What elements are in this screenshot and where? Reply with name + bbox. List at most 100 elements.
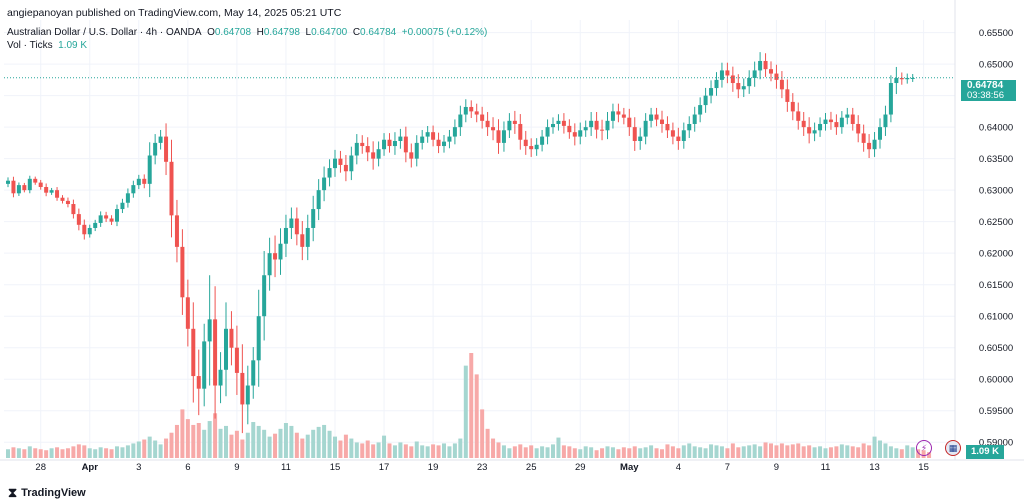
volume-bar — [823, 448, 828, 458]
volume-bar — [229, 434, 234, 458]
volume-bar — [120, 447, 125, 458]
volume-bar — [387, 443, 392, 458]
y-tick-label: 0.65000 — [979, 60, 1013, 71]
volume-bar — [442, 443, 446, 458]
candle-body — [545, 127, 550, 137]
volume-bar — [267, 436, 272, 458]
volume-bar — [365, 440, 370, 458]
candle-body — [621, 114, 626, 118]
volume-bar — [523, 447, 528, 458]
volume-bar — [382, 435, 387, 458]
candle-body — [774, 73, 779, 80]
candle-body — [681, 130, 686, 142]
volume-bar — [572, 448, 577, 458]
volume-bar — [76, 444, 81, 458]
candle-body — [403, 136, 408, 153]
candle-body — [730, 75, 735, 84]
volume-bar — [44, 450, 49, 458]
candle-body — [142, 178, 147, 184]
volume-bar — [785, 445, 790, 458]
x-tick-label: 11 — [281, 462, 291, 473]
candle-body — [294, 218, 299, 235]
volume-bar — [660, 449, 664, 458]
volume-bar — [758, 446, 763, 458]
candle-body — [191, 328, 196, 377]
volume-bar — [861, 443, 866, 458]
volume-bar — [169, 432, 174, 458]
volume-bar — [583, 446, 588, 458]
volume-bar — [327, 430, 332, 458]
volume-bar — [474, 374, 479, 458]
candle-body — [447, 136, 452, 142]
volume-bar — [425, 446, 430, 458]
candle-body — [278, 243, 283, 260]
candle-body — [703, 95, 708, 106]
volume-bar — [6, 449, 10, 458]
candle-body — [44, 187, 49, 193]
candle-body — [878, 127, 882, 140]
candle-body — [354, 142, 359, 156]
candle-body — [747, 77, 752, 87]
candle-body — [883, 114, 888, 128]
candle-body — [240, 372, 245, 405]
lightning-event-icon[interactable]: ⚡ — [916, 440, 932, 456]
candle-body — [164, 136, 169, 162]
bar-countdown: 03:38:56 — [967, 90, 1004, 101]
candle-body — [801, 120, 806, 128]
candle-body — [202, 341, 207, 389]
volume-bar — [769, 443, 773, 458]
volume-bar — [888, 446, 893, 458]
x-tick-label: 13 — [869, 462, 880, 473]
volume-bar — [654, 448, 659, 458]
volume-bar — [600, 448, 605, 458]
candle-body — [736, 83, 741, 90]
volume-bar — [283, 423, 288, 458]
candle-body — [452, 127, 457, 137]
x-tick-label: 19 — [428, 462, 439, 473]
volume-bar — [605, 446, 610, 458]
volume-bar — [136, 441, 141, 458]
tradingview-logo[interactable]: ⧗ TradingView — [8, 485, 86, 501]
volume-bar — [245, 432, 250, 458]
candle-body — [796, 111, 801, 121]
us-flag-event-icon[interactable]: ▦ — [945, 440, 961, 456]
candle-body — [196, 376, 201, 389]
x-tick-label: 25 — [526, 462, 537, 473]
low-value: 0.64700 — [311, 27, 348, 38]
volume-bar — [403, 444, 408, 458]
volume-bar — [545, 447, 550, 458]
candle-body — [27, 178, 32, 191]
candle-body — [785, 89, 790, 102]
volume-bar — [779, 443, 784, 458]
candle-body — [839, 117, 844, 128]
volume-bar — [556, 437, 561, 458]
candle-body — [714, 79, 719, 89]
volume-bar — [142, 439, 147, 458]
candle-body — [311, 209, 316, 228]
candle-body — [894, 77, 899, 84]
volume-bar — [300, 438, 305, 458]
candle-body — [33, 178, 38, 183]
candle-body — [392, 141, 397, 147]
volume-bar — [311, 429, 316, 458]
x-tick-label: 9 — [774, 462, 779, 473]
candle-body — [758, 60, 763, 71]
candle-body — [512, 120, 517, 124]
volume-bar — [256, 425, 261, 458]
volume-bar — [420, 445, 425, 458]
x-tick-label: 7 — [725, 462, 730, 473]
candle-body — [638, 136, 643, 142]
candle-body — [605, 120, 610, 131]
volume-bar — [905, 445, 910, 458]
candle-body — [224, 328, 228, 370]
candle-body — [349, 155, 354, 172]
volume-bar — [49, 448, 54, 458]
candle-body — [709, 88, 714, 96]
candle-body — [420, 136, 425, 143]
volume-bar — [594, 450, 599, 458]
candle-body — [382, 139, 387, 150]
tv-logo-icon: ⧗ — [8, 485, 18, 500]
volume-bar — [338, 440, 343, 458]
candle-body — [387, 139, 392, 147]
